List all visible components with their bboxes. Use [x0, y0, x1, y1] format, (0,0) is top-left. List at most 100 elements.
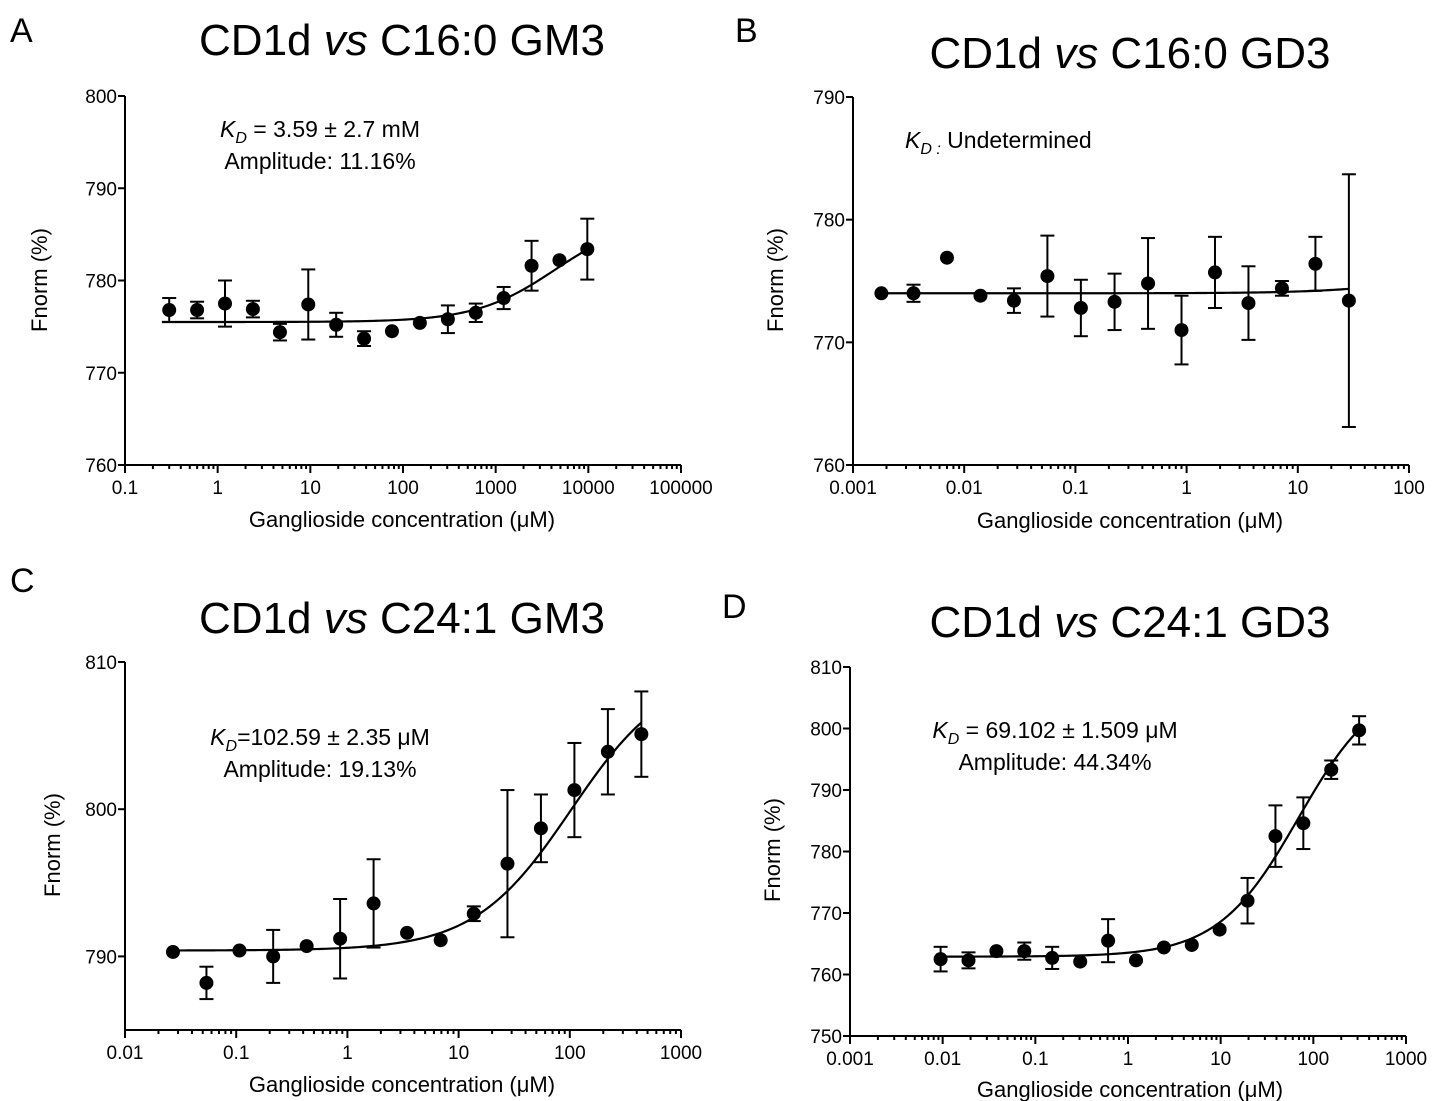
y-tick-label: 790: [810, 781, 842, 802]
x-axis-label: Ganglioside concentration (μM): [977, 1077, 1283, 1101]
data-point: [333, 931, 348, 946]
y-tick-label: 760: [810, 966, 842, 987]
panel-c: C CD1d vs C24:1 GM3 790 800 810 0.01 0.1 1 10 100…: [10, 562, 702, 1097]
kd-annotation: KD=102.59 ± 2.35 μM: [210, 724, 430, 755]
data-point: [1017, 944, 1032, 959]
data-point: [232, 943, 247, 958]
data-point: [496, 291, 511, 306]
kd-annotation: KD = 69.102 ± 1.509 μM: [932, 717, 1177, 748]
data-point: [272, 325, 287, 340]
amplitude-annotation: Amplitude: 44.34%: [958, 749, 1151, 775]
data-point: [301, 297, 316, 312]
y-tick-label: 790: [85, 947, 117, 968]
x-tick-label: 1: [1123, 1049, 1134, 1070]
data-point: [500, 856, 515, 871]
data-point: [1101, 933, 1116, 948]
panel-b: B CD1d vs C16:0 GD3 760 770 780 790 0.001 0.01 0…: [735, 12, 1425, 533]
data-point: [329, 317, 344, 332]
data-point: [1073, 954, 1088, 969]
y-tick-label: 780: [85, 272, 117, 293]
data-point: [357, 331, 372, 346]
kd-annotation: KD = 3.59 ± 2.7 mM: [220, 116, 420, 147]
data-point: [1184, 937, 1199, 952]
y-tick-label: 790: [813, 88, 845, 109]
panel-letter: D: [722, 588, 747, 626]
x-tick-label: 10: [448, 1043, 469, 1064]
x-axis-label: Ganglioside concentration (μM): [977, 508, 1283, 533]
panel-letter: A: [10, 12, 33, 50]
data-point: [1240, 893, 1255, 908]
x-tick-label: 10000: [562, 478, 615, 499]
y-axis-label: Fnorm (%): [760, 798, 785, 902]
x-tick-label: 1000: [475, 478, 517, 499]
x-tick-label: 0.01: [107, 1043, 144, 1064]
y-tick-label: 770: [810, 904, 842, 925]
data-point: [973, 288, 988, 303]
x-tick-label: 1: [342, 1043, 353, 1064]
x-tick-label: 0.001: [826, 1049, 874, 1070]
y-tick-label: 770: [813, 333, 845, 354]
x-tick-label: 10: [1210, 1049, 1231, 1070]
data-point: [989, 944, 1004, 959]
data-point: [1040, 269, 1055, 284]
x-tick-label: 0.01: [924, 1049, 961, 1070]
data-point: [1174, 323, 1189, 338]
data-point: [218, 296, 233, 311]
data-point: [400, 925, 415, 940]
data-point: [939, 250, 954, 265]
chart-title: CD1d vs C16:0 GD3: [929, 29, 1330, 78]
data-point: [1006, 293, 1021, 308]
data-point: [412, 315, 427, 330]
data-point: [1207, 265, 1222, 280]
chart-title: CD1d vs C16:0 GM3: [199, 16, 605, 65]
data-point: [1141, 276, 1156, 291]
data-point: [1107, 294, 1122, 309]
amplitude-annotation: Amplitude: 19.13%: [223, 756, 416, 782]
data-point: [1296, 816, 1311, 831]
y-tick-label: 800: [810, 720, 842, 741]
y-tick-label: 780: [813, 211, 845, 232]
y-axis-label: Fnorm (%): [763, 228, 788, 332]
x-tick-label: 100: [1393, 478, 1425, 499]
data-point: [162, 303, 177, 318]
x-tick-label: 0.1: [223, 1043, 249, 1064]
panel-d: D CD1d vs C24:1 GD3 750 760 770 780 790 800 810 0…: [722, 588, 1427, 1101]
data-point: [245, 302, 260, 317]
data-point: [874, 286, 889, 301]
data-point: [961, 953, 976, 968]
panel-letter: C: [10, 562, 35, 600]
data-point: [634, 727, 649, 742]
y-axis-label: Fnorm (%): [27, 228, 52, 332]
x-tick-label: 100: [387, 478, 419, 499]
fit-curve: [161, 248, 588, 324]
x-tick-label: 100: [554, 1043, 586, 1064]
data-point: [1268, 829, 1283, 844]
y-axis-label: Fnorm (%): [40, 793, 65, 897]
y-tick-label: 760: [85, 456, 117, 477]
y-tick-label: 780: [810, 843, 842, 864]
data-point: [1274, 281, 1289, 296]
x-axis-label: Ganglioside concentration (μM): [249, 507, 555, 532]
y-tick-label: 800: [85, 87, 117, 108]
data-point: [1073, 300, 1088, 315]
x-tick-label: 0.1: [1022, 1049, 1048, 1070]
amplitude-annotation: Amplitude: 11.16%: [224, 148, 415, 174]
x-tick-label: 100: [1297, 1049, 1329, 1070]
data-point: [524, 258, 539, 273]
x-tick-label: 1000: [660, 1043, 702, 1064]
data-point: [600, 744, 615, 759]
data-point: [1212, 922, 1227, 937]
data-point: [1129, 953, 1144, 968]
data-point: [552, 253, 567, 268]
y-tick-label: 790: [85, 179, 117, 200]
data-point: [1341, 293, 1356, 308]
chart-title: CD1d vs C24:1 GD3: [929, 598, 1330, 647]
kd-annotation: KD : Undetermined: [905, 127, 1092, 158]
data-point: [199, 975, 214, 990]
y-tick-label: 800: [85, 800, 117, 821]
x-tick-label: 10: [1287, 478, 1308, 499]
data-point: [299, 939, 314, 954]
fit-curve: [940, 728, 1360, 958]
data-point: [384, 324, 399, 339]
